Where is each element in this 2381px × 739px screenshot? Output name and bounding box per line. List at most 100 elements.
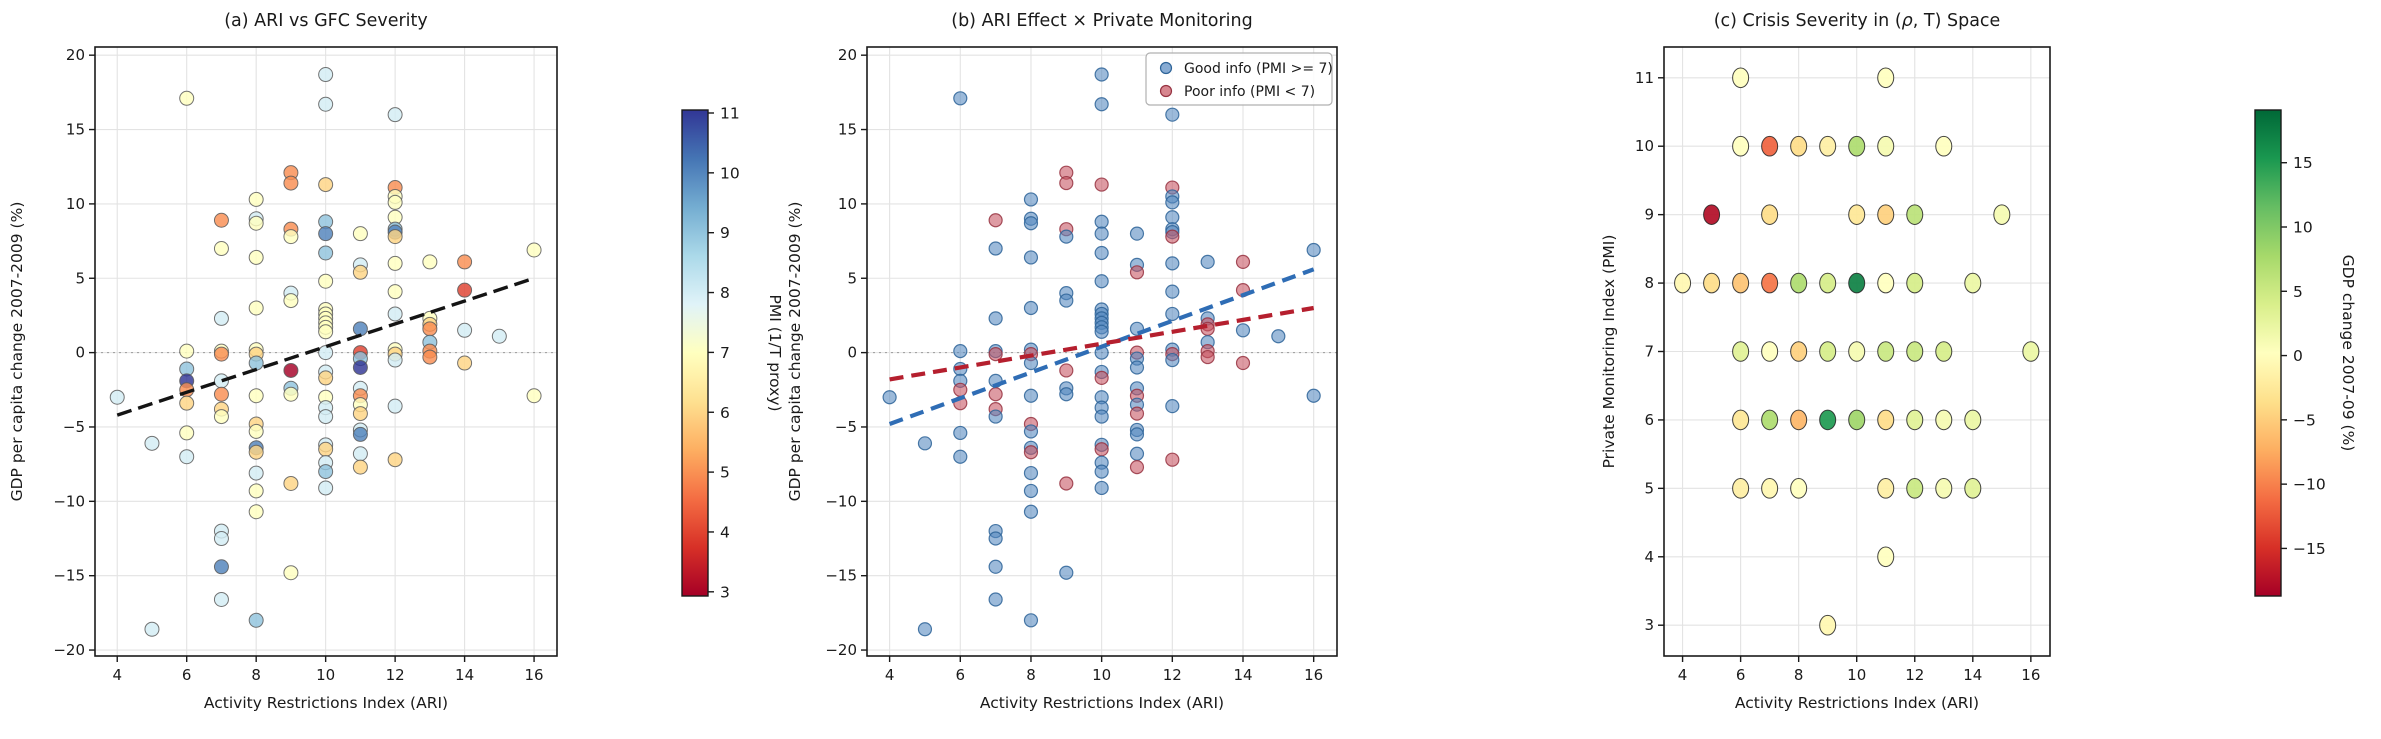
- data-point: [352, 359, 368, 375]
- data-point: [422, 321, 438, 337]
- x-tick-label: 14: [455, 666, 474, 684]
- data-point: [953, 344, 968, 359]
- y-tick-label: 20: [66, 46, 85, 64]
- data-point: [1674, 272, 1692, 294]
- data-point: [953, 382, 968, 397]
- data-point: [1877, 135, 1895, 157]
- x-tick-label: 10: [1847, 666, 1866, 684]
- data-point: [1964, 478, 1982, 499]
- data-point: [144, 435, 160, 451]
- data-point: [1790, 409, 1808, 431]
- data-point: [1094, 324, 1109, 339]
- y-tick-label: 5: [75, 269, 85, 287]
- data-point: [1761, 204, 1779, 225]
- y-tick-label: −15: [825, 567, 857, 585]
- data-point: [1703, 272, 1721, 294]
- data-point: [1964, 409, 1982, 431]
- data-point: [1094, 370, 1109, 385]
- data-point: [1094, 214, 1109, 229]
- data-point: [1964, 272, 1982, 294]
- data-point: [1935, 478, 1953, 499]
- x-tick-label: 16: [525, 666, 544, 684]
- data-point: [917, 436, 933, 451]
- colorbar: 15 10 5 0 −5 −10 −15 GDP change 2007-09 (%): [2254, 109, 2357, 597]
- data-point: [1094, 67, 1109, 82]
- colorbar-tick-label: 7: [720, 344, 730, 362]
- panel-c: 4 6 8 10 12 14 16 3 4 5 6 7 8 9 10 11 (c) Crisis Severit…: [1600, 11, 2357, 712]
- points-group: [109, 67, 542, 637]
- data-point: [1059, 363, 1074, 378]
- data-point: [988, 387, 1003, 402]
- y-tick-label: 5: [847, 269, 857, 287]
- x-tick-label: 6: [956, 666, 966, 684]
- colorbar-tick-label: 4: [720, 523, 730, 541]
- y-tick-label: 15: [66, 121, 85, 139]
- data-point: [213, 346, 229, 362]
- data-point: [352, 264, 368, 280]
- data-point: [2022, 341, 2040, 362]
- x-tick-label: 16: [1304, 666, 1323, 684]
- colorbar-tick-label: 10: [720, 164, 740, 182]
- x-tick-label: 12: [1163, 666, 1182, 684]
- data-point: [1877, 67, 1895, 89]
- colorbar: 3 4 5 6 7 8 9 10 11 PMI (1/T proxy): [681, 104, 784, 601]
- data-point: [387, 229, 403, 245]
- colorbar-tick-label: 9: [720, 224, 730, 242]
- data-point: [283, 475, 299, 491]
- data-point: [1023, 388, 1039, 403]
- data-point: [1848, 135, 1866, 157]
- data-point: [1023, 192, 1039, 207]
- data-point: [1094, 442, 1109, 457]
- data-point: [248, 483, 264, 499]
- panel-title: (c) Crisis Severity in (ρ, T) Space: [1714, 11, 2001, 31]
- legend-box: [1145, 52, 1333, 106]
- data-point: [1235, 323, 1251, 338]
- data-point: [1790, 272, 1808, 294]
- data-point: [1935, 135, 1953, 157]
- colorbar-tick-label: 11: [720, 104, 740, 122]
- data-point: [988, 559, 1003, 574]
- data-point: [1023, 250, 1039, 265]
- x-tick-label: 16: [2021, 666, 2040, 684]
- y-tick-label: 9: [1644, 206, 1654, 224]
- data-point: [1848, 272, 1866, 294]
- data-point: [1165, 284, 1180, 299]
- data-point: [1703, 204, 1721, 225]
- y-tick-label: −20: [825, 641, 857, 659]
- data-point: [1819, 272, 1837, 294]
- data-point: [248, 504, 264, 520]
- data-point: [1790, 135, 1808, 157]
- data-point: [144, 621, 160, 637]
- data-point: [1165, 399, 1180, 414]
- data-point: [988, 592, 1003, 607]
- data-point: [248, 215, 264, 231]
- colorbar-tick-label: 6: [720, 404, 730, 422]
- data-point: [422, 349, 438, 365]
- data-point: [179, 395, 195, 411]
- data-point: [1848, 204, 1866, 225]
- legend-label: Poor info (PMI < 7): [1184, 84, 1315, 100]
- data-point: [1094, 97, 1109, 112]
- data-point: [1059, 293, 1074, 308]
- x-axis-label: Activity Restrictions Index (ARI): [1735, 694, 1979, 712]
- data-point: [387, 398, 403, 414]
- y-tick-label: 6: [1644, 411, 1654, 429]
- y-tick-label: 15: [838, 121, 857, 139]
- data-point: [1906, 478, 1924, 499]
- y-tick-label: −5: [835, 418, 857, 436]
- data-point: [1819, 409, 1837, 431]
- data-point: [1235, 355, 1251, 371]
- y-axis-label: GDP per capita change 2007-2009 (%): [786, 202, 804, 502]
- y-tick-label: 0: [75, 344, 85, 362]
- x-tick-label: 10: [316, 666, 335, 684]
- x-tick-label: 8: [251, 666, 261, 684]
- panel-b: 4 6 8 10 12 14 16 −20 −15 −10 −5 0 5 10 15 20 (b) ARI Ef…: [786, 11, 1338, 712]
- colorbar-tick-label: 0: [2293, 347, 2303, 365]
- data-point: [1023, 445, 1039, 460]
- data-point: [387, 306, 403, 322]
- data-point: [1059, 565, 1074, 580]
- data-point: [318, 67, 334, 83]
- data-point: [917, 622, 933, 637]
